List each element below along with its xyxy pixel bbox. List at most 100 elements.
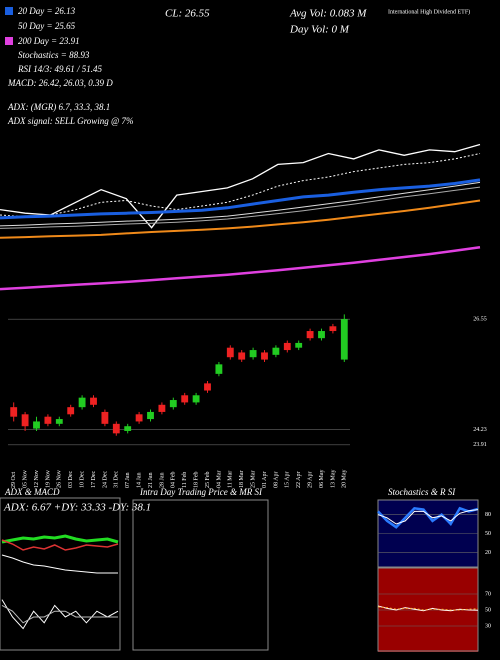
series-line — [0, 186, 481, 229]
y-tick-label: 80 — [485, 512, 491, 518]
annotation: ADX: (MGR) 6.7, 33.3, 38.1 — [7, 102, 110, 112]
y-tick-label: 30 — [485, 623, 491, 629]
candle-body — [21, 414, 29, 427]
x-tick-label: 29 Apr — [307, 471, 313, 488]
candle-body — [272, 347, 280, 355]
x-tick-label: 14 Jan — [136, 473, 142, 489]
series-line — [1, 534, 119, 544]
annotation: RSI 14/3: 49.61 / 51.45 — [17, 64, 102, 74]
x-tick-label: 20 May — [342, 470, 348, 489]
series-line — [377, 605, 479, 612]
candle-body — [318, 331, 325, 339]
annotation: ADX signal: SELL Growing @ 7% — [7, 116, 134, 126]
x-tick-label: 11 Feb — [182, 472, 188, 488]
x-tick-label: 17 Dec — [91, 471, 97, 488]
x-tick-label: 25 Mar — [250, 471, 256, 489]
candle-body — [67, 407, 75, 415]
candle-body — [169, 400, 177, 408]
annotation: Stochastics = 88.93 — [18, 50, 90, 60]
x-tick-label: 06 May — [319, 470, 325, 489]
annotation: 50 Day = 25.65 — [18, 21, 76, 31]
candle-body — [10, 407, 18, 417]
x-tick-label: 22 Apr — [296, 471, 302, 488]
chart-title: International High Dividend ETF) — [388, 8, 470, 15]
y-tick-label: 70 — [485, 591, 491, 597]
x-tick-label: 11 Mar — [228, 471, 234, 488]
series-line — [0, 181, 481, 227]
candle-body — [249, 350, 257, 358]
series-line — [1, 554, 118, 574]
panel-title: ADX & MACD — [4, 487, 60, 497]
x-tick-label: 18 Mar — [239, 471, 245, 489]
y-tick-label: 24.23 — [473, 427, 487, 433]
series-line — [0, 178, 481, 220]
legend-swatch — [5, 7, 13, 15]
candle-body — [33, 421, 40, 429]
x-tick-label: 24 Dec — [102, 471, 108, 488]
x-tick-label: 29 Oct — [11, 472, 17, 488]
candle-body — [204, 383, 211, 391]
candle-body — [226, 347, 234, 358]
candle-body — [283, 342, 291, 351]
x-tick-label: 13 May — [330, 470, 336, 489]
series-line — [1, 604, 118, 624]
panel-title: Intra Day Trading Price & MR SI — [139, 487, 263, 497]
candle-body — [329, 326, 337, 332]
candle-body — [261, 352, 268, 360]
candle-body — [340, 319, 348, 360]
x-tick-label: 15 Apr — [285, 471, 291, 488]
y-tick-label: 23.91 — [473, 442, 487, 448]
x-tick-label: 05 Nov — [22, 470, 28, 488]
x-tick-label: 18 Feb — [193, 472, 199, 489]
series-line — [0, 143, 481, 229]
x-tick-label: 21 Jan — [148, 473, 154, 489]
candle-body — [124, 426, 132, 431]
series-line — [377, 509, 479, 525]
panel-subtitle: ADX: 6.67 +DY: 33.33 -DY: 38.1 — [3, 502, 151, 514]
annotation: 200 Day = 23.91 — [18, 36, 80, 46]
y-tick-label: 20 — [485, 550, 491, 556]
y-tick-label: 50 — [485, 607, 491, 613]
candle-body — [78, 397, 86, 408]
x-tick-label: 26 Nov — [57, 470, 63, 488]
y-tick-label: 26.55 — [473, 317, 487, 323]
panel-frame — [0, 497, 121, 651]
x-tick-label: 28 Jan — [159, 473, 165, 489]
annotation: 20 Day = 26.13 — [18, 6, 76, 16]
y-tick-label: 50 — [485, 531, 491, 537]
x-tick-label: 04 Feb — [171, 472, 177, 489]
x-tick-label: 12 Nov — [34, 470, 40, 488]
candle-body — [90, 397, 97, 405]
x-tick-label: 03 Dec — [68, 471, 74, 488]
series-line — [0, 199, 481, 239]
annotation: MACD: 26.42, 26.03, 0.39 D — [7, 78, 113, 88]
candle-body — [158, 404, 166, 412]
candle-body — [306, 331, 314, 339]
annotation: Day Vol: 0 M — [289, 24, 350, 36]
x-tick-label: 08 Apr — [273, 471, 279, 488]
candle-body — [192, 395, 200, 403]
x-tick-label: 10 Dec — [79, 471, 85, 488]
x-tick-label: 31 Dec — [114, 471, 120, 488]
candle-body — [44, 416, 52, 424]
candle-body — [135, 414, 143, 422]
series-line — [0, 153, 481, 218]
candle-body — [112, 423, 120, 434]
x-tick-label: 07 Jan — [125, 473, 131, 489]
candle-body — [295, 342, 303, 348]
candle-body — [55, 419, 63, 424]
candle-body — [101, 411, 109, 424]
x-tick-label: 01 Apr — [262, 471, 268, 488]
x-tick-label: 04 Mar — [216, 471, 222, 489]
annotation: CL: 26.55 — [165, 8, 210, 20]
candle-body — [238, 352, 246, 360]
candle-body — [181, 395, 189, 403]
candle-body — [147, 411, 154, 420]
panel-frame — [377, 567, 479, 652]
panel-title: Stochastics & R SI — [388, 487, 456, 497]
series-line — [0, 245, 481, 291]
series-line — [377, 606, 479, 611]
x-tick-label: 25 Feb — [205, 472, 211, 489]
legend-swatch — [5, 37, 13, 45]
